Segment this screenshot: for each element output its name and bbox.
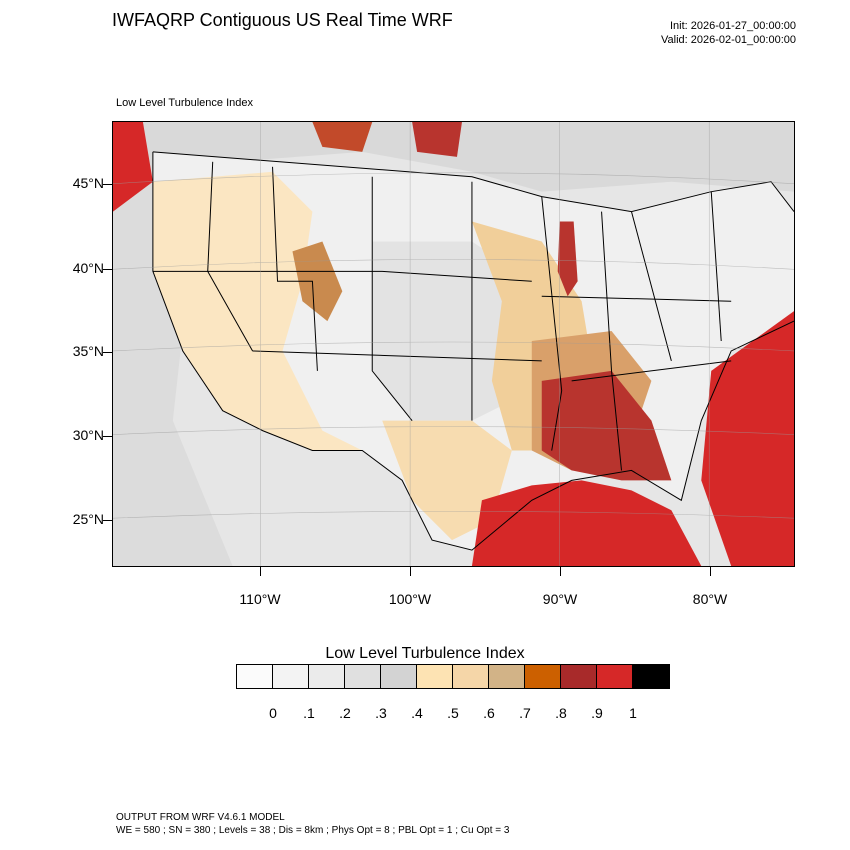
legend-title: Low Level Turbulence Index: [325, 645, 525, 662]
lon-tick-100w: [410, 567, 411, 576]
legend-label: .6: [483, 705, 495, 721]
legend-label: .7: [519, 705, 531, 721]
lat-label-45n: 45°N: [72, 175, 104, 191]
legend-swatch: [633, 665, 669, 688]
legend-label: .5: [447, 705, 459, 721]
color-legend-bar: [236, 664, 670, 689]
lat-label-35n: 35°N: [72, 343, 104, 359]
main-title: IWFAQRP Contiguous US Real Time WRF: [112, 10, 453, 30]
lat-tick-45n: [103, 184, 112, 185]
map-panel: [112, 121, 795, 567]
valid-time: Valid: 2026-02-01_00:00:00: [661, 34, 796, 46]
lat-label-30n: 30°N: [72, 427, 104, 443]
lat-tick-25n: [103, 520, 112, 521]
lon-label-110w: 110°W: [239, 591, 281, 607]
init-time: Init: 2026-01-27_00:00:00: [670, 20, 796, 32]
map-subtitle: Low Level Turbulence Index: [116, 97, 253, 109]
pacific-field: [113, 122, 233, 566]
lat-tick-30n: [103, 436, 112, 437]
legend-label: .1: [303, 705, 315, 721]
legend-swatch: [597, 665, 633, 688]
graticule: [113, 122, 794, 566]
legend-swatch: [453, 665, 489, 688]
west-tan-field: [152, 171, 363, 451]
turbulence-map: [113, 122, 794, 566]
legend-swatch: [525, 665, 561, 688]
pacific-red-patch: [113, 122, 153, 212]
lon-tick-110w: [260, 567, 261, 576]
lon-tick-90w: [560, 567, 561, 576]
lon-label-90w: 90°W: [542, 591, 578, 607]
lat-label-40n: 40°N: [72, 260, 104, 276]
legend-label: .8: [555, 705, 567, 721]
legend-swatch: [381, 665, 417, 688]
state-boundaries: [152, 151, 794, 551]
legend-label: .9: [591, 705, 603, 721]
lake-michigan-field: [557, 221, 578, 297]
legend-swatch: [489, 665, 525, 688]
texas-tan-field: [382, 420, 512, 541]
atlantic-red-field: [701, 311, 794, 566]
lat-tick-35n: [103, 352, 112, 353]
legend-swatch: [309, 665, 345, 688]
legend-swatch: [345, 665, 381, 688]
legend-swatch: [273, 665, 309, 688]
legend-label: .4: [411, 705, 423, 721]
legend-swatch: [417, 665, 453, 688]
lon-tick-80w: [710, 567, 711, 576]
legend-label: .3: [375, 705, 387, 721]
plains-gray-field: [372, 241, 532, 421]
lon-label-80w: 80°W: [692, 591, 728, 607]
model-info-line: OUTPUT FROM WRF V4.6.1 MODEL: [116, 812, 285, 823]
legend-swatch: [237, 665, 273, 688]
legend-label: .2: [339, 705, 351, 721]
canada-patch-1: [312, 122, 373, 152]
canada-patch-2: [412, 122, 462, 157]
canada-field: [113, 122, 794, 192]
lat-label-25n: 25°N: [72, 511, 104, 527]
model-config-line: WE = 580 ; SN = 380 ; Levels = 38 ; Dis …: [116, 825, 510, 836]
legend-label: 0: [269, 705, 277, 721]
southeast-red-field: [541, 370, 672, 481]
legend-swatch: [561, 665, 597, 688]
lat-tick-40n: [103, 269, 112, 270]
legend-label: 1: [629, 705, 637, 721]
lon-label-100w: 100°W: [388, 591, 432, 607]
